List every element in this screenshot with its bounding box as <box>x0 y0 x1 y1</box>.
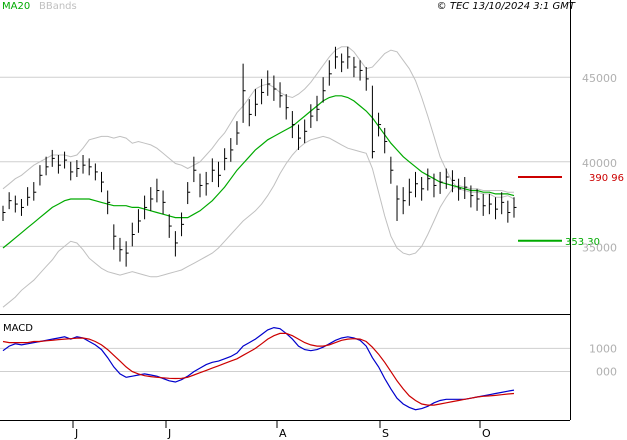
price-tick-label: 35000 <box>582 241 617 254</box>
legend-bbands: BBands <box>39 1 77 12</box>
resistance-level-label: 390 96 <box>589 173 624 184</box>
x-tick-label: A <box>279 427 287 440</box>
ma20-line <box>2 95 515 249</box>
macd-line <box>2 326 515 411</box>
x-tick-label: J <box>167 427 171 440</box>
legend-ma20: MA20 <box>2 1 30 12</box>
macd-signal-line <box>2 332 515 406</box>
macd-tick-label: 000 <box>596 366 617 379</box>
bband-lower-line <box>2 135 514 308</box>
bband-upper-line <box>2 46 515 200</box>
price-tick-label: 45000 <box>582 72 617 85</box>
support-level-label: 353 30 <box>565 237 600 248</box>
x-tick-label: S <box>382 427 389 440</box>
price-tick-label: 40000 <box>582 157 617 170</box>
x-tick-label: O <box>482 427 491 440</box>
copyright-text: © TEC 13/10/2024 3:1 GMT <box>437 1 576 12</box>
macd-panel-title: MACD <box>3 323 33 334</box>
macd-tick-label: 1000 <box>589 342 617 355</box>
x-tick-label: J <box>74 427 78 440</box>
